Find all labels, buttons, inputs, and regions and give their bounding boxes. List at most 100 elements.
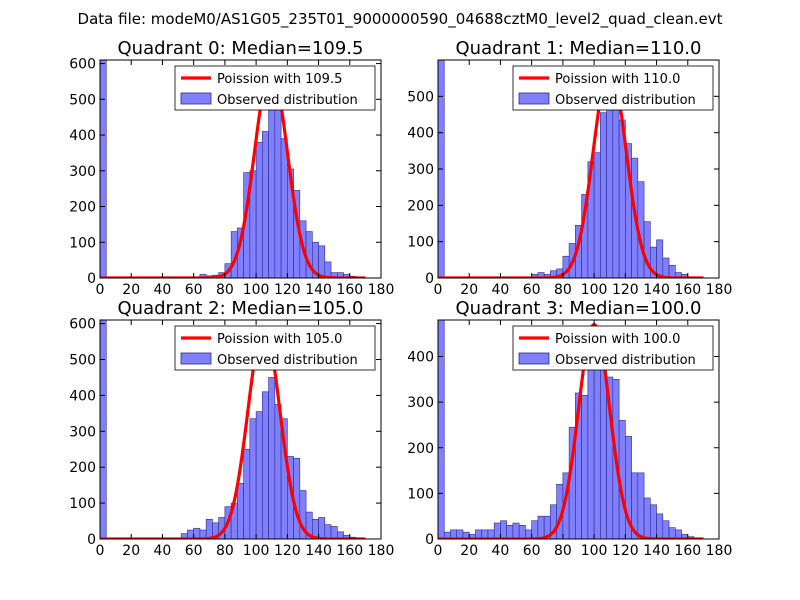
x-tick-label: 120 bbox=[274, 282, 301, 298]
histogram-bar bbox=[237, 483, 244, 539]
x-tick-label: 80 bbox=[554, 282, 572, 298]
legend-bar-swatch bbox=[180, 352, 212, 365]
legend: Poission with 100.0 Observed distribution bbox=[512, 325, 714, 371]
x-tick-label: 0 bbox=[96, 282, 105, 298]
legend: Poission with 110.0 Observed distribution bbox=[512, 65, 714, 111]
legend-label-observed: Observed distribution bbox=[555, 93, 696, 108]
histogram-bar bbox=[205, 518, 213, 539]
y-tick-label: 100 bbox=[69, 235, 96, 251]
histogram-bar bbox=[438, 320, 445, 539]
histogram-bar bbox=[650, 504, 657, 539]
x-tick-label: 160 bbox=[336, 543, 363, 559]
y-tick-label: 400 bbox=[407, 350, 434, 366]
x-tick-label: 100 bbox=[243, 282, 270, 298]
histogram-bar bbox=[324, 524, 332, 539]
x-tick-label: 20 bbox=[460, 282, 478, 298]
x-tick-label: 100 bbox=[243, 543, 270, 559]
quadrant-1-plot: Quadrant 1: Median=110.00 20 40 60 80 100 120 1… bbox=[407, 38, 732, 298]
histogram-bar bbox=[537, 515, 545, 539]
axes-frame bbox=[99, 319, 382, 540]
histogram-bar bbox=[318, 517, 326, 539]
legend-label-poisson: Poission with 105.0 bbox=[217, 332, 342, 347]
y-tick-label: 400 bbox=[407, 126, 434, 142]
legend-label-poisson: Poission with 109.5 bbox=[217, 72, 342, 87]
histogram-bar bbox=[662, 257, 670, 278]
histogram-bar bbox=[262, 391, 269, 539]
x-tick-label: 120 bbox=[612, 543, 639, 559]
x-tick-label: 160 bbox=[674, 543, 701, 559]
x-tick-label: 160 bbox=[674, 282, 701, 298]
histogram-bar bbox=[593, 152, 601, 278]
legend-label-poisson: Poission with 110.0 bbox=[555, 72, 680, 87]
x-tick-label: 40 bbox=[154, 543, 172, 559]
y-tick-label: 500 bbox=[69, 352, 96, 368]
y-tick-label: 200 bbox=[69, 200, 96, 216]
legend: Poission with 109.5 Observed distribution bbox=[174, 65, 376, 111]
histogram-bar bbox=[643, 497, 651, 539]
y-tick-label: 400 bbox=[69, 388, 96, 404]
x-tick-label: 0 bbox=[96, 543, 105, 559]
x-tick-label: 0 bbox=[434, 282, 443, 298]
histogram-bar bbox=[668, 264, 676, 278]
x-tick-label: 80 bbox=[216, 543, 234, 559]
y-tick-label: 0 bbox=[87, 532, 96, 548]
legend-label-poisson: Poission with 100.0 bbox=[555, 332, 680, 347]
legend-bar-swatch bbox=[518, 352, 550, 365]
histogram-bar bbox=[493, 522, 501, 539]
histogram-bar bbox=[600, 365, 607, 539]
legend-bar-swatch bbox=[180, 92, 212, 105]
x-tick-label: 120 bbox=[612, 282, 639, 298]
y-tick-label: 500 bbox=[407, 89, 434, 105]
histogram-bar bbox=[305, 231, 313, 278]
y-tick-label: 100 bbox=[407, 486, 434, 502]
legend-label-observed: Observed distribution bbox=[555, 353, 696, 368]
histogram-bar bbox=[600, 112, 607, 278]
histogram-bar bbox=[531, 520, 539, 539]
axes-frame bbox=[437, 319, 720, 540]
x-tick-label: 20 bbox=[460, 543, 478, 559]
x-tick-label: 160 bbox=[336, 282, 363, 298]
x-tick-label: 80 bbox=[216, 282, 234, 298]
y-tick-label: 400 bbox=[69, 128, 96, 144]
y-tick-label: 500 bbox=[69, 92, 96, 108]
histogram-bar bbox=[662, 520, 670, 539]
histogram-bar bbox=[100, 60, 107, 278]
histogram-bar bbox=[637, 472, 645, 539]
y-tick-label: 0 bbox=[425, 271, 434, 287]
histogram-bar bbox=[280, 138, 288, 278]
histogram-bar bbox=[656, 513, 664, 539]
x-tick-label: 140 bbox=[305, 282, 332, 298]
x-tick-label: 180 bbox=[368, 543, 395, 559]
y-tick-label: 100 bbox=[407, 235, 434, 251]
histogram-bar bbox=[500, 520, 507, 539]
y-tick-label: 100 bbox=[69, 496, 96, 512]
histogram-bar bbox=[268, 97, 276, 278]
histogram-bar bbox=[506, 525, 514, 539]
histogram-bar bbox=[100, 320, 107, 539]
histogram-bar bbox=[262, 131, 269, 278]
axes-frame bbox=[99, 59, 382, 279]
histogram-bar bbox=[268, 377, 276, 539]
histogram-bar bbox=[512, 522, 520, 539]
histogram-bar bbox=[656, 239, 664, 278]
histogram-bar bbox=[318, 245, 326, 278]
histogram-bar bbox=[255, 141, 263, 278]
quadrant-0-plot: Quadrant 0: Median=109.50 20 40 60 80 100 120 1… bbox=[69, 38, 394, 298]
x-tick-label: 120 bbox=[274, 543, 301, 559]
y-tick-label: 300 bbox=[407, 395, 434, 411]
x-tick-label: 100 bbox=[581, 282, 608, 298]
histogram-bar bbox=[581, 394, 589, 539]
x-tick-label: 40 bbox=[492, 543, 510, 559]
quadrant-2-plot: Quadrant 2: Median=105.00 20 40 60 80 100 120 1… bbox=[69, 298, 394, 559]
y-tick-label: 200 bbox=[69, 460, 96, 476]
y-tick-label: 300 bbox=[69, 164, 96, 180]
x-tick-label: 40 bbox=[492, 282, 510, 298]
x-tick-label: 100 bbox=[581, 543, 608, 559]
histogram-bar bbox=[330, 526, 338, 539]
legend-label-observed: Observed distribution bbox=[217, 93, 358, 108]
x-tick-label: 60 bbox=[185, 543, 203, 559]
x-tick-label: 0 bbox=[434, 543, 443, 559]
x-tick-label: 80 bbox=[554, 543, 572, 559]
quadrant-3-plot: Quadrant 3: Median=100.00 20 40 60 80 100 120 1… bbox=[407, 298, 732, 559]
histogram-bar bbox=[324, 261, 332, 278]
